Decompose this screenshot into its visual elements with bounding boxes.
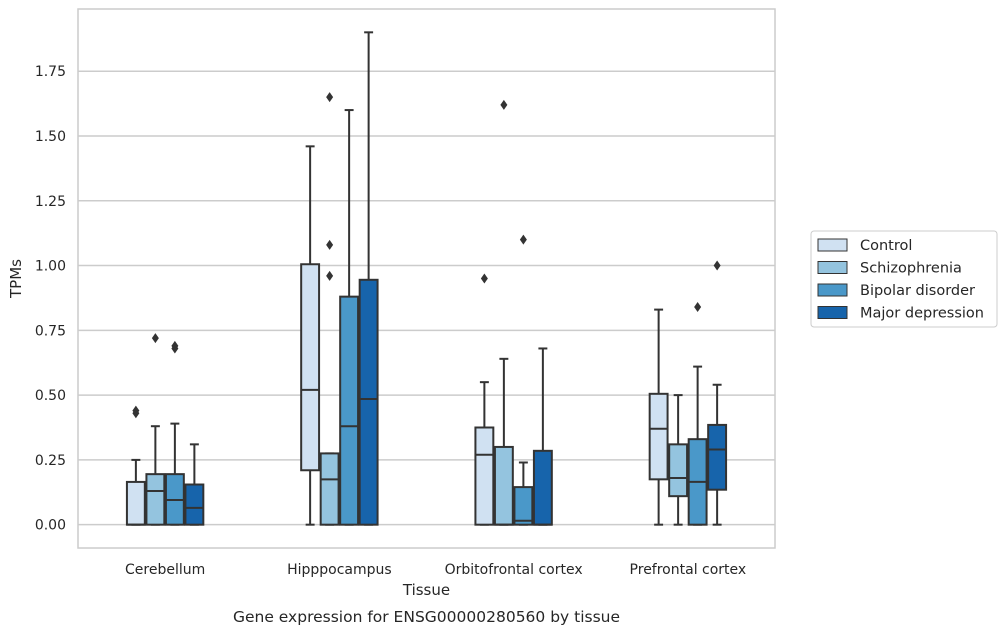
legend: Control Schizophrenia Bipolar disorder Majo… bbox=[810, 230, 998, 328]
outlier-point bbox=[713, 260, 721, 271]
legend-label: Bipolar disorder bbox=[860, 283, 975, 299]
y-tick-label: 1.50 bbox=[35, 129, 66, 145]
y-tick-label: 0.75 bbox=[35, 323, 66, 339]
chart-caption: Gene expression for ENSG00000280560 by t… bbox=[233, 608, 620, 626]
x-axis-label: Tissue bbox=[402, 581, 450, 599]
box-schizophrenia bbox=[145, 333, 166, 526]
box-bipolar-disorder bbox=[687, 302, 708, 526]
box-body bbox=[648, 392, 669, 481]
outlier-point bbox=[151, 333, 159, 344]
legend-label: Control bbox=[860, 238, 912, 254]
x-axis-ticks: Cerebellum Hipppocampus Orbitofrontal cort… bbox=[125, 562, 746, 578]
box-body bbox=[184, 483, 205, 526]
outlier-point bbox=[132, 405, 140, 416]
outlier-point bbox=[171, 340, 179, 351]
box-control bbox=[125, 405, 146, 526]
box-body bbox=[358, 278, 379, 526]
box-control bbox=[474, 273, 495, 526]
box-schizophrenia bbox=[668, 394, 689, 526]
outlier-point bbox=[326, 270, 334, 281]
y-axis-ticks: 0.00 0.25 0.50 0.75 1.00 1.25 1.50 1.75 bbox=[35, 64, 66, 533]
outlier-point bbox=[694, 302, 702, 313]
box-body bbox=[532, 449, 553, 526]
y-tick-label: 1.00 bbox=[35, 259, 66, 275]
box-body bbox=[707, 423, 728, 491]
x-tick-label: Prefrontal cortex bbox=[630, 562, 747, 578]
box-body bbox=[125, 480, 146, 526]
outlier-point bbox=[326, 92, 334, 103]
legend-swatch bbox=[817, 238, 848, 252]
x-tick-label: Cerebellum bbox=[125, 562, 205, 578]
y-tick-label: 0.00 bbox=[35, 518, 66, 534]
box-body bbox=[339, 295, 360, 526]
plot-area-frame bbox=[77, 8, 776, 549]
legend-swatch bbox=[817, 283, 848, 297]
box-body bbox=[474, 426, 495, 526]
outlier-point bbox=[500, 99, 508, 110]
legend-swatch bbox=[817, 261, 848, 274]
legend-label: Schizophrenia bbox=[860, 261, 962, 277]
box-bipolar-disorder bbox=[339, 109, 360, 526]
box-control bbox=[300, 145, 321, 526]
box-body bbox=[319, 452, 340, 526]
y-axis-label: TPMs bbox=[7, 259, 25, 299]
y-tick-label: 0.25 bbox=[35, 453, 66, 469]
outlier-point bbox=[519, 234, 527, 245]
box-body bbox=[300, 263, 321, 472]
outlier-point bbox=[326, 239, 334, 250]
box-schizophrenia bbox=[319, 92, 340, 526]
box-body bbox=[513, 486, 534, 526]
x-tick-label: Orbitofrontal cortex bbox=[445, 562, 583, 578]
box-major-depression bbox=[532, 347, 553, 526]
y-tick-label: 0.50 bbox=[35, 388, 66, 404]
box-body bbox=[668, 443, 689, 498]
y-tick-label: 1.25 bbox=[35, 194, 66, 210]
box-body bbox=[145, 473, 166, 526]
box-control bbox=[648, 308, 669, 526]
y-tick-label: 1.75 bbox=[35, 64, 66, 80]
box-major-depression bbox=[358, 31, 379, 526]
boxes bbox=[125, 31, 728, 526]
box-bipolar-disorder bbox=[513, 234, 534, 526]
box-major-depression bbox=[707, 260, 728, 526]
box-schizophrenia bbox=[493, 99, 514, 526]
legend-label: Major depression bbox=[860, 306, 984, 322]
legend-frame bbox=[810, 230, 998, 328]
legend-swatch bbox=[817, 306, 848, 319]
box-body bbox=[493, 445, 514, 526]
outlier-point bbox=[480, 273, 488, 284]
x-tick-label: Hipppocampus bbox=[287, 562, 392, 578]
box-major-depression bbox=[184, 443, 205, 526]
box-bipolar-disorder bbox=[164, 340, 185, 526]
